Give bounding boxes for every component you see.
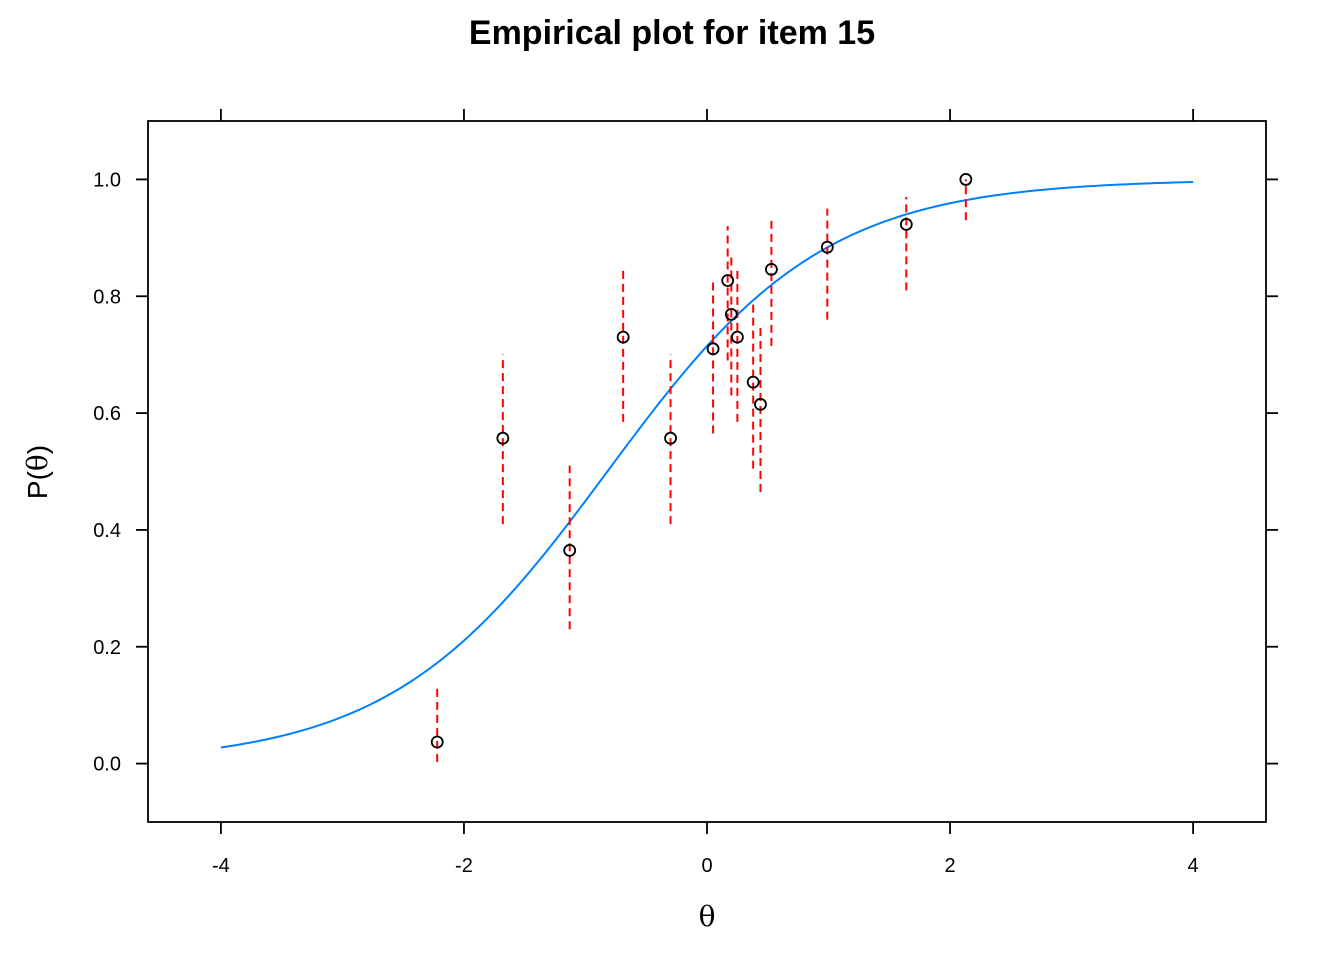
y-axis-label-suffix: )	[22, 445, 53, 454]
empirical-point	[820, 240, 834, 254]
x-tick-label: -4	[212, 855, 230, 877]
y-tick-label: 0.8	[93, 286, 121, 308]
empirical-point	[430, 735, 444, 749]
y-axis-label-theta: θ	[21, 454, 54, 471]
y-tick-label: 0.2	[93, 637, 121, 659]
empirical-point-layer	[430, 173, 973, 749]
y-axis-label: P(θ)	[21, 445, 54, 499]
y-axis-label-prefix: P(	[22, 470, 53, 499]
empirical-point	[563, 543, 577, 557]
chart-title: Empirical plot for item 15	[469, 14, 875, 52]
y-tick-label: 0.0	[93, 754, 121, 776]
empirical-point	[959, 173, 973, 186]
fitted-curve-line	[220, 181, 1194, 749]
empirical-point	[746, 375, 760, 389]
empirical-point	[616, 330, 630, 344]
x-tick-label: -2	[455, 855, 473, 877]
x-tick-label: 4	[1188, 855, 1199, 877]
empirical-point	[724, 307, 738, 321]
y-tick-label: 0.6	[93, 403, 121, 425]
empirical-point	[706, 342, 720, 356]
empirical-point	[721, 274, 735, 287]
x-tick-label: 0	[701, 855, 712, 877]
x-tick-label: 2	[944, 855, 955, 877]
x-axis-label: θ	[699, 900, 716, 933]
y-tick-label: 0.4	[93, 520, 121, 542]
empirical-point	[754, 397, 767, 411]
empirical-point	[664, 431, 677, 445]
fitted-curve-layer	[220, 181, 1194, 749]
y-tick-label: 1.0	[93, 169, 121, 191]
plot-frame	[147, 120, 1267, 823]
confidence-interval-layer	[436, 179, 967, 762]
empirical-point	[899, 217, 913, 231]
empirical-point	[496, 431, 510, 445]
y-axis: 0.0 0.2 0.4 0.6 0.8 1.0	[93, 169, 1278, 776]
x-axis: -4 -2 0 2 4	[212, 109, 1199, 877]
empirical-point	[765, 262, 778, 276]
empirical-point	[730, 330, 744, 344]
